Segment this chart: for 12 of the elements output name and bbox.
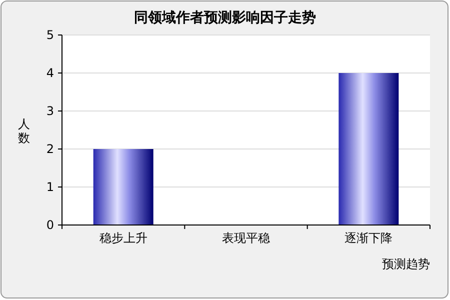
y-tick-label: 1 bbox=[46, 180, 54, 194]
x-tick-label: 表现平稳 bbox=[222, 231, 270, 245]
x-axis-title: 预测趋势 bbox=[382, 257, 430, 271]
y-tick-label: 3 bbox=[46, 104, 54, 118]
x-tick-label: 稳步上升 bbox=[99, 231, 148, 245]
y-tick-label: 5 bbox=[46, 28, 54, 42]
y-tick-label: 0 bbox=[46, 218, 54, 232]
y-tick-label: 4 bbox=[46, 66, 54, 80]
y-tick-label: 2 bbox=[46, 142, 54, 156]
chart-title: 同领域作者预测影响因子走势 bbox=[134, 10, 316, 26]
x-tick-label: 逐渐下降 bbox=[344, 231, 393, 245]
y-axis-title: 人数 bbox=[18, 117, 30, 145]
